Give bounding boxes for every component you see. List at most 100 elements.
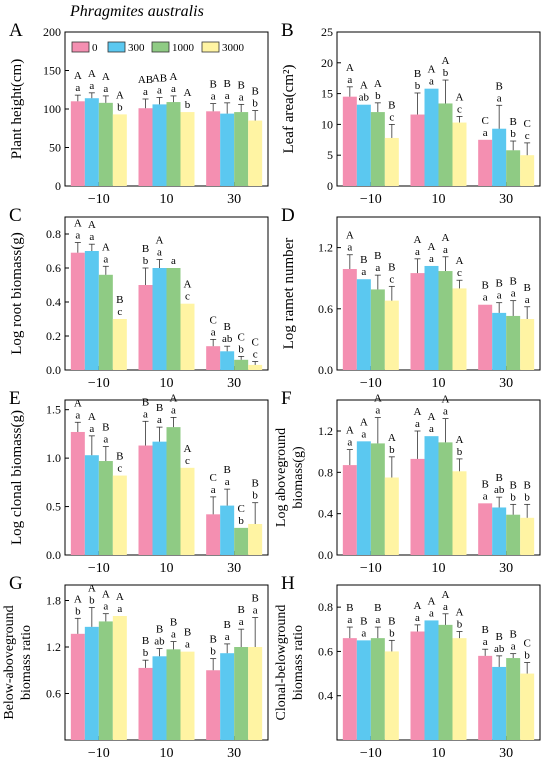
legend-label: 1000: [172, 42, 195, 54]
sig-letter-lower-F: b: [389, 444, 395, 456]
sig-letter-lower-A: b: [252, 98, 258, 110]
sig-letter-upper-A: A: [184, 87, 192, 99]
bar-A: [206, 111, 221, 186]
x-tick-label-G: 10: [160, 746, 174, 760]
sig-letter-lower-E: a: [157, 414, 162, 426]
y-tick-label-C: 0.0: [46, 363, 61, 377]
x-tick-label-G: −10: [88, 746, 110, 760]
bar-H: [438, 624, 453, 740]
x-tick-label-B: 10: [432, 192, 446, 207]
x-tick-label-F: −10: [360, 561, 382, 576]
x-tick-label-A: −10: [88, 192, 110, 207]
x-tick-label-F: 10: [432, 561, 446, 576]
x-tick-label-E: −10: [88, 561, 110, 576]
y-axis-label-E: Log clonal biomass(g): [9, 410, 25, 545]
bar-D: [370, 289, 385, 370]
sig-letter-lower-H: a: [375, 614, 380, 626]
sig-letter-lower-E: b: [252, 490, 258, 502]
bar-H: [506, 658, 521, 740]
sig-letter-upper-B: A: [428, 64, 436, 76]
sig-letter-upper-F: B: [509, 479, 516, 491]
sig-letter-lower-D: a: [361, 266, 366, 278]
bar-E: [98, 461, 113, 555]
sig-letter-lower-C: c: [185, 291, 190, 303]
y-tick-label-B: 0: [327, 179, 333, 193]
sig-letter-lower-D: c: [389, 273, 394, 285]
sig-letter-lower-G: a: [103, 601, 108, 613]
bar-H: [356, 640, 371, 740]
sig-letter-upper-F: A: [428, 411, 436, 423]
sig-letter-upper-H: B: [481, 624, 488, 636]
sig-letter-lower-D: a: [483, 292, 488, 304]
bar-H: [384, 651, 399, 740]
y-tick-label-D: 0.6: [318, 302, 333, 316]
sig-letter-lower-G: ab: [154, 636, 165, 648]
sig-letter-lower-F: a: [429, 423, 434, 435]
bar-G: [248, 647, 263, 740]
sig-letter-upper-A: B: [223, 78, 230, 90]
sig-letter-lower-C: b: [143, 255, 149, 267]
bar-D: [520, 319, 535, 370]
bar-C: [84, 251, 99, 370]
panel-letter-F: F: [281, 388, 292, 409]
sig-letter-upper-D: A: [442, 232, 450, 244]
sig-letter-lower-A: a: [239, 91, 244, 103]
y-tick-label-B: 25: [321, 25, 333, 39]
bar-C: [70, 252, 85, 370]
x-tick-label-D: 10: [432, 376, 446, 391]
bar-E: [206, 514, 221, 555]
sig-letter-upper-F: B: [523, 479, 530, 491]
sig-letter-upper-C: B: [116, 294, 123, 306]
sig-letter-upper-F: B: [481, 478, 488, 490]
bar-A: [234, 112, 249, 186]
y-tick-label-D: 1.2: [318, 241, 333, 255]
sig-letter-lower-D: a: [511, 288, 516, 300]
bar-F: [410, 458, 425, 555]
sig-letter-lower-A: a: [75, 82, 80, 94]
y-tick-label-F: 0.8: [318, 465, 333, 479]
sig-letter-upper-B: A: [442, 55, 450, 67]
sig-letter-lower-C: a: [171, 255, 176, 267]
y-axis-label-G: Below-aboveground: [2, 605, 17, 719]
sig-letter-lower-H: a: [415, 612, 420, 624]
y-tick-label-A: 0: [55, 179, 61, 193]
sig-letter-upper-H: B: [495, 631, 502, 643]
sig-letter-upper-D: B: [374, 250, 381, 262]
bar-H: [342, 638, 357, 740]
x-tick-label-C: −10: [88, 376, 110, 391]
sig-letter-upper-A: B: [237, 79, 244, 91]
sig-letter-upper-A: B: [251, 86, 258, 98]
bar-D: [492, 312, 507, 370]
bar-C: [206, 346, 221, 370]
legend-label: 0: [92, 42, 98, 54]
panel-letter-E: E: [9, 388, 21, 409]
y-axis-label-H: Clonal-belowground: [274, 605, 289, 721]
sig-letter-upper-H: A: [428, 595, 436, 607]
y-tick-label-C: 0.6: [46, 261, 61, 275]
sig-letter-upper-A: AB: [152, 72, 167, 84]
sig-letter-lower-E: a: [75, 409, 80, 421]
y-tick-label-C: 0.4: [46, 295, 61, 309]
sig-letter-lower-H: b: [524, 650, 530, 662]
y-tick-label-F: 0.0: [318, 548, 333, 562]
sig-letter-lower-A: a: [143, 86, 148, 98]
sig-letter-lower-F: b: [510, 491, 516, 503]
sig-letter-lower-A: b: [117, 101, 123, 113]
sig-letter-upper-D: B: [360, 254, 367, 266]
bar-A: [98, 102, 113, 186]
sig-letter-lower-C: c: [117, 306, 122, 318]
sig-letter-lower-G: a: [239, 616, 244, 628]
bar-A: [70, 101, 85, 186]
legend-swatch: [151, 41, 170, 53]
sig-letter-lower-H: a: [443, 601, 448, 613]
bar-B: [424, 88, 439, 186]
sig-letter-lower-E: c: [185, 455, 190, 467]
sig-letter-lower-G: a: [225, 631, 230, 643]
sig-letter-lower-A: a: [225, 90, 230, 102]
sig-letter-lower-G: b: [210, 646, 216, 658]
y-tick-label-A: 200: [43, 25, 61, 39]
bar-B: [520, 155, 535, 186]
panel-letter-C: C: [9, 205, 22, 226]
sig-letter-upper-H: B: [374, 602, 381, 614]
